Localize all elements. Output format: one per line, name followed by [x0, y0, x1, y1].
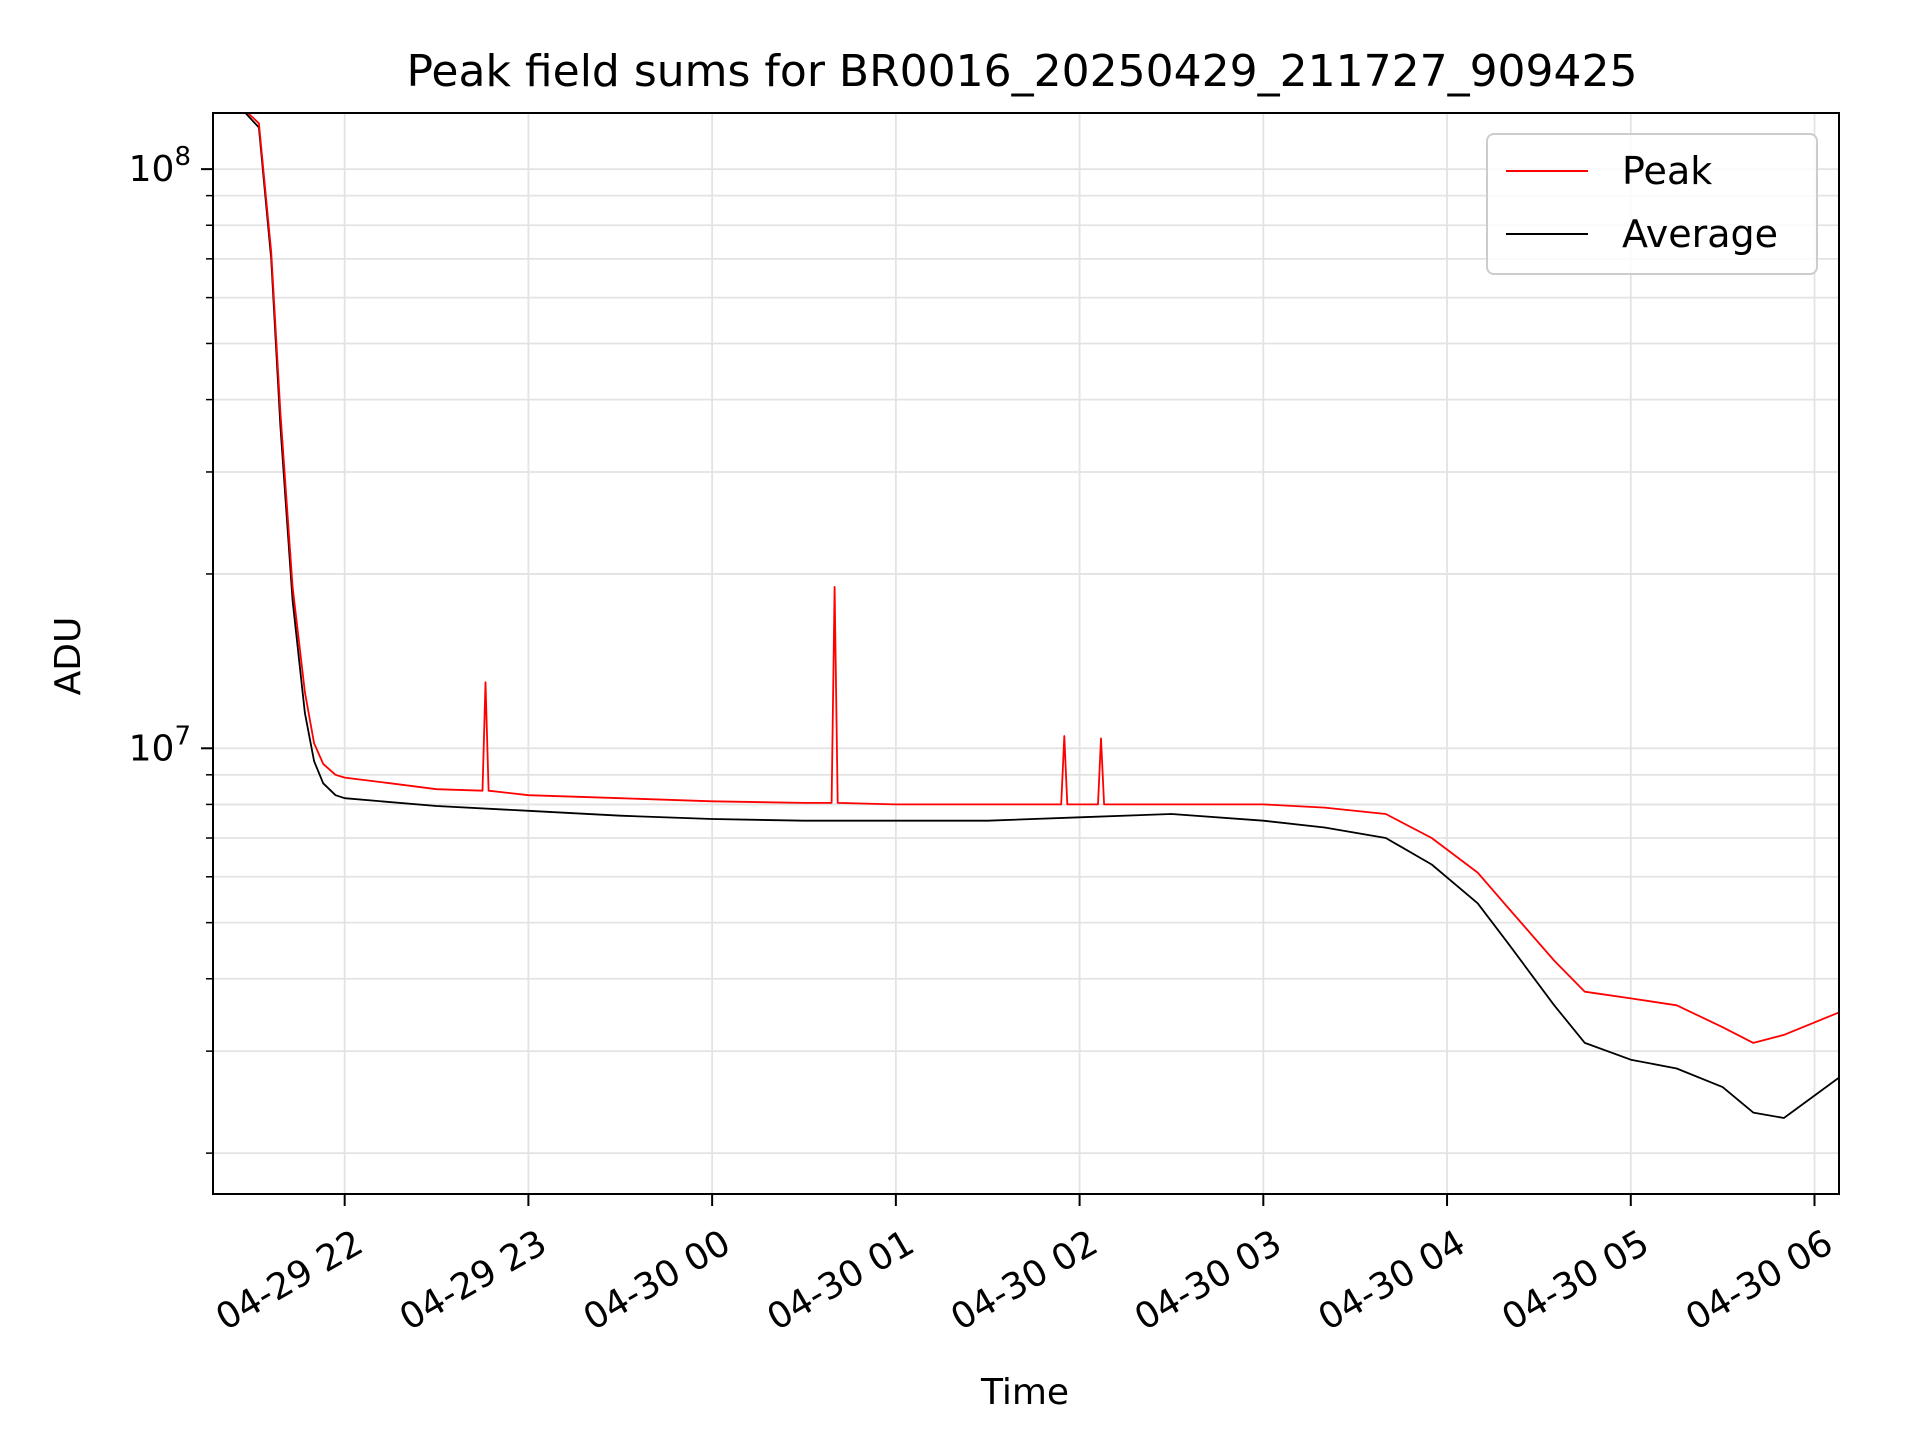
y-tick-label: 108: [129, 142, 191, 190]
x-axis-label: Time: [980, 1372, 1069, 1413]
y-tick-label-exponent: 7: [174, 721, 191, 751]
legend-label-average: Average: [1622, 212, 1778, 256]
series-line-average: [244, 113, 1839, 1119]
legend-box: [1486, 133, 1818, 275]
plot-frame: [212, 112, 1840, 1195]
y-tick-label-base: 10: [129, 728, 175, 769]
y-tick-label-base: 10: [129, 149, 175, 190]
y-axis-label: ADU: [48, 617, 89, 696]
chart-title: Peak field sums for BR0016_20250429_2117…: [406, 46, 1637, 97]
plot-series: [244, 113, 1839, 1119]
y-tick-label-exponent: 8: [174, 142, 191, 172]
y-tick-label: 107: [129, 721, 191, 769]
series-line-peak: [246, 113, 1839, 1044]
legend-label-peak: Peak: [1622, 149, 1712, 193]
legend: Peak Average: [1486, 133, 1818, 275]
